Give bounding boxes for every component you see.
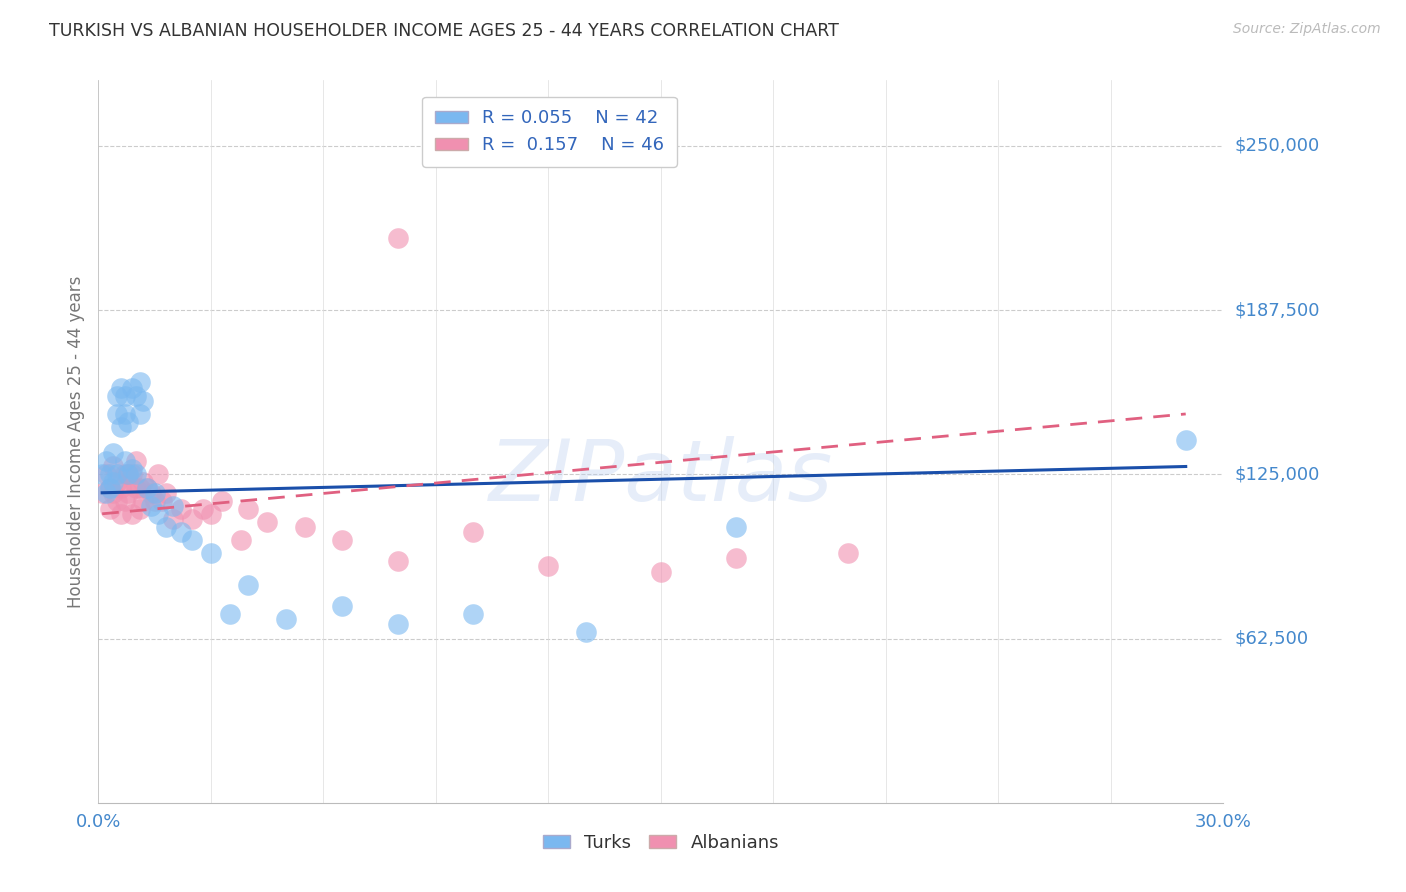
Point [724,520,747,534]
Point [238,578,260,592]
Point [256,515,278,529]
Point [148,467,170,482]
Point [136,481,159,495]
Point [170,525,193,540]
Point [121,507,143,521]
Point [136,481,159,495]
Point [724,551,747,566]
Point [91,485,114,500]
Point [91,467,114,482]
Point [117,485,139,500]
Point [330,599,353,613]
Point [103,485,125,500]
Point [294,520,316,534]
Point [128,481,150,495]
Point [105,407,128,421]
Point [121,467,143,482]
Point [125,481,148,495]
Point [98,481,121,495]
Point [463,607,485,621]
Point [114,454,136,468]
Point [139,499,162,513]
Text: Source: ZipAtlas.com: Source: ZipAtlas.com [1233,22,1381,37]
Point [110,381,132,395]
Point [114,467,136,482]
Text: $125,000: $125,000 [1234,466,1320,483]
Point [143,485,166,500]
Legend: Turks, Albanians: Turks, Albanians [536,826,786,859]
Point [387,617,409,632]
Point [114,388,136,402]
Point [387,231,409,245]
Point [837,546,859,560]
Point [155,485,177,500]
Point [181,533,204,547]
Point [94,454,117,468]
Point [103,475,125,490]
Point [103,459,125,474]
Point [650,565,672,579]
Point [1174,434,1197,448]
Text: ZIPatlas: ZIPatlas [489,436,832,519]
Point [218,607,240,621]
Point [105,467,128,482]
Point [330,533,353,547]
Point [121,381,143,395]
Point [125,454,148,468]
Point [143,493,166,508]
Point [139,485,162,500]
Point [103,446,125,460]
Point [132,493,155,508]
Point [537,559,560,574]
Point [110,481,132,495]
Point [200,507,222,521]
Point [105,388,128,402]
Point [98,501,121,516]
Point [125,467,148,482]
Point [148,507,170,521]
Point [274,612,297,626]
Point [110,507,132,521]
Text: TURKISH VS ALBANIAN HOUSEHOLDER INCOME AGES 25 - 44 YEARS CORRELATION CHART: TURKISH VS ALBANIAN HOUSEHOLDER INCOME A… [49,22,839,40]
Point [125,388,148,402]
Point [114,407,136,421]
Point [117,415,139,429]
Point [128,407,150,421]
Point [94,485,117,500]
Point [463,525,485,540]
Point [132,393,155,408]
Point [117,467,139,482]
Point [155,520,177,534]
Point [128,501,150,516]
Point [114,493,136,508]
Point [238,501,260,516]
Text: $187,500: $187,500 [1234,301,1320,319]
Point [150,493,173,508]
Point [132,475,155,490]
Point [162,512,184,526]
Text: $62,500: $62,500 [1234,630,1309,648]
Point [128,376,150,390]
Text: $250,000: $250,000 [1234,137,1320,155]
Point [170,501,193,516]
Point [211,493,233,508]
Point [98,481,121,495]
Point [94,467,117,482]
Point [193,501,215,516]
Point [105,475,128,490]
Point [181,512,204,526]
Point [229,533,252,547]
Point [162,499,184,513]
Y-axis label: Householder Income Ages 25 - 44 years: Householder Income Ages 25 - 44 years [66,276,84,607]
Point [117,467,139,482]
Point [387,554,409,568]
Point [575,625,598,640]
Point [110,420,132,434]
Point [200,546,222,560]
Point [121,462,143,476]
Point [105,493,128,508]
Point [98,467,121,482]
